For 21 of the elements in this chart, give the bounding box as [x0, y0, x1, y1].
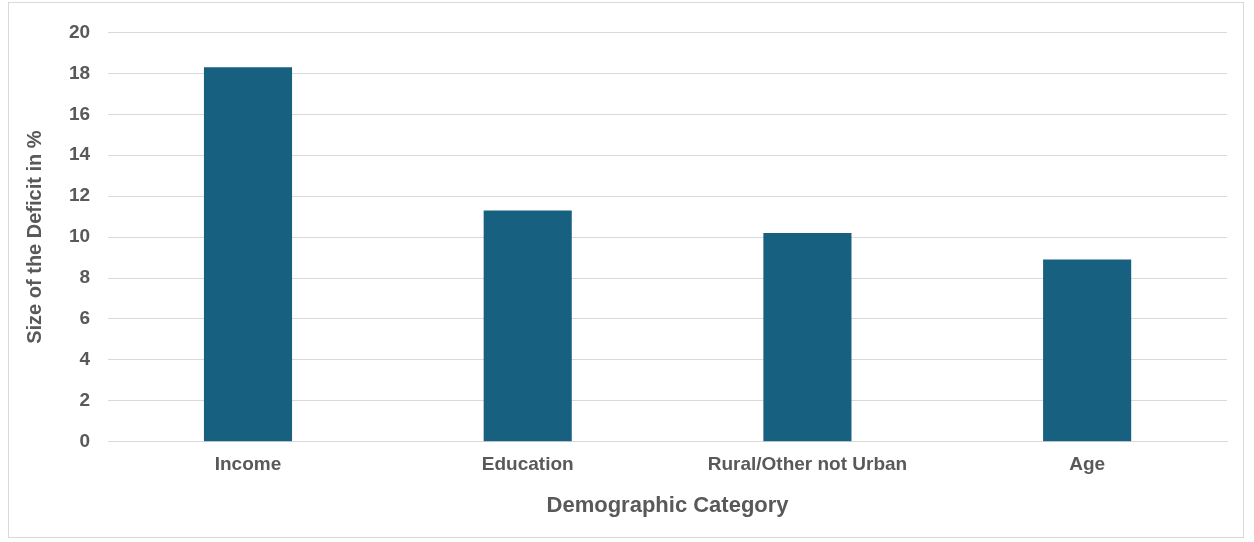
y-tick-label: 12: [68, 184, 91, 206]
y-tick-label: 18: [68, 61, 91, 83]
y-tick-label: 0: [79, 430, 91, 452]
y-tick-label: 4: [79, 348, 91, 370]
x-tick-label: Education: [481, 453, 574, 475]
bar: [763, 233, 852, 442]
bar: [1043, 259, 1132, 442]
y-tick-label: 10: [68, 225, 91, 247]
y-axis-title: Size of the Deficit in %: [22, 130, 45, 344]
x-tick-label: Income: [214, 453, 282, 475]
y-tick-label: 2: [79, 389, 91, 411]
bar: [483, 210, 572, 442]
y-tick-label: 8: [79, 266, 91, 288]
y-tick-label: 16: [68, 102, 91, 124]
bar: [203, 67, 293, 442]
x-tick-label: Rural/Other not Urban: [707, 453, 908, 475]
x-axis-title: Demographic Category: [546, 491, 790, 517]
y-tick-label: 14: [68, 143, 91, 165]
y-tick-label: 20: [68, 20, 91, 42]
x-tick-label: Age: [1069, 453, 1106, 475]
y-tick-label: 6: [79, 307, 91, 329]
